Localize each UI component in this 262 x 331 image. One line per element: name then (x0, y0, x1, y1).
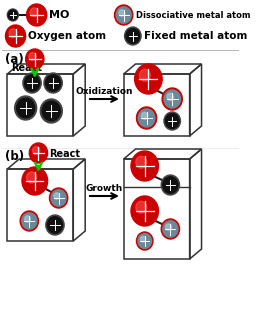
Circle shape (138, 234, 151, 248)
Circle shape (20, 211, 39, 231)
Circle shape (8, 10, 17, 20)
Circle shape (114, 5, 133, 25)
Circle shape (40, 99, 62, 123)
Circle shape (6, 25, 26, 47)
Text: React: React (11, 63, 42, 73)
Circle shape (15, 96, 37, 120)
Circle shape (137, 232, 153, 250)
Circle shape (163, 177, 178, 193)
Circle shape (135, 64, 162, 94)
Text: (a): (a) (6, 53, 24, 66)
Circle shape (162, 88, 182, 110)
Circle shape (44, 73, 62, 93)
Circle shape (136, 201, 147, 213)
Circle shape (29, 53, 36, 61)
Circle shape (23, 73, 41, 93)
Circle shape (22, 213, 37, 229)
Circle shape (17, 98, 35, 118)
Text: Dissociative metal atom: Dissociative metal atom (135, 11, 250, 20)
Circle shape (7, 9, 18, 21)
Circle shape (163, 221, 178, 237)
Circle shape (51, 190, 66, 206)
Circle shape (126, 28, 140, 43)
Circle shape (42, 101, 60, 121)
Circle shape (140, 236, 146, 242)
Circle shape (137, 107, 157, 129)
Circle shape (116, 7, 131, 23)
Text: Growth: Growth (86, 184, 123, 193)
Text: Fixed metal atom: Fixed metal atom (144, 31, 247, 41)
Text: MO: MO (50, 10, 70, 20)
Circle shape (46, 75, 61, 91)
Text: Oxygen atom: Oxygen atom (28, 31, 107, 41)
Circle shape (29, 143, 48, 163)
Circle shape (164, 112, 181, 130)
Circle shape (136, 156, 147, 168)
Circle shape (124, 27, 141, 45)
Circle shape (47, 217, 62, 233)
Circle shape (46, 215, 64, 235)
Circle shape (25, 75, 40, 91)
Circle shape (166, 224, 172, 230)
Text: Oxidization: Oxidization (76, 87, 133, 96)
Circle shape (167, 93, 173, 100)
Circle shape (138, 109, 155, 127)
Circle shape (22, 167, 48, 195)
Circle shape (50, 188, 68, 208)
Circle shape (32, 147, 40, 155)
Circle shape (9, 29, 17, 38)
Circle shape (26, 49, 44, 69)
Circle shape (131, 151, 159, 181)
Circle shape (26, 4, 47, 26)
Circle shape (164, 90, 181, 108)
Text: (b): (b) (6, 150, 25, 163)
Circle shape (161, 175, 179, 195)
Circle shape (25, 216, 30, 222)
Circle shape (26, 172, 37, 183)
Circle shape (141, 112, 148, 119)
Circle shape (119, 10, 125, 16)
Circle shape (166, 114, 179, 128)
Text: React: React (50, 149, 80, 159)
Circle shape (161, 219, 179, 239)
Circle shape (139, 69, 150, 81)
Circle shape (54, 193, 60, 199)
Circle shape (131, 196, 159, 226)
Circle shape (30, 8, 38, 17)
